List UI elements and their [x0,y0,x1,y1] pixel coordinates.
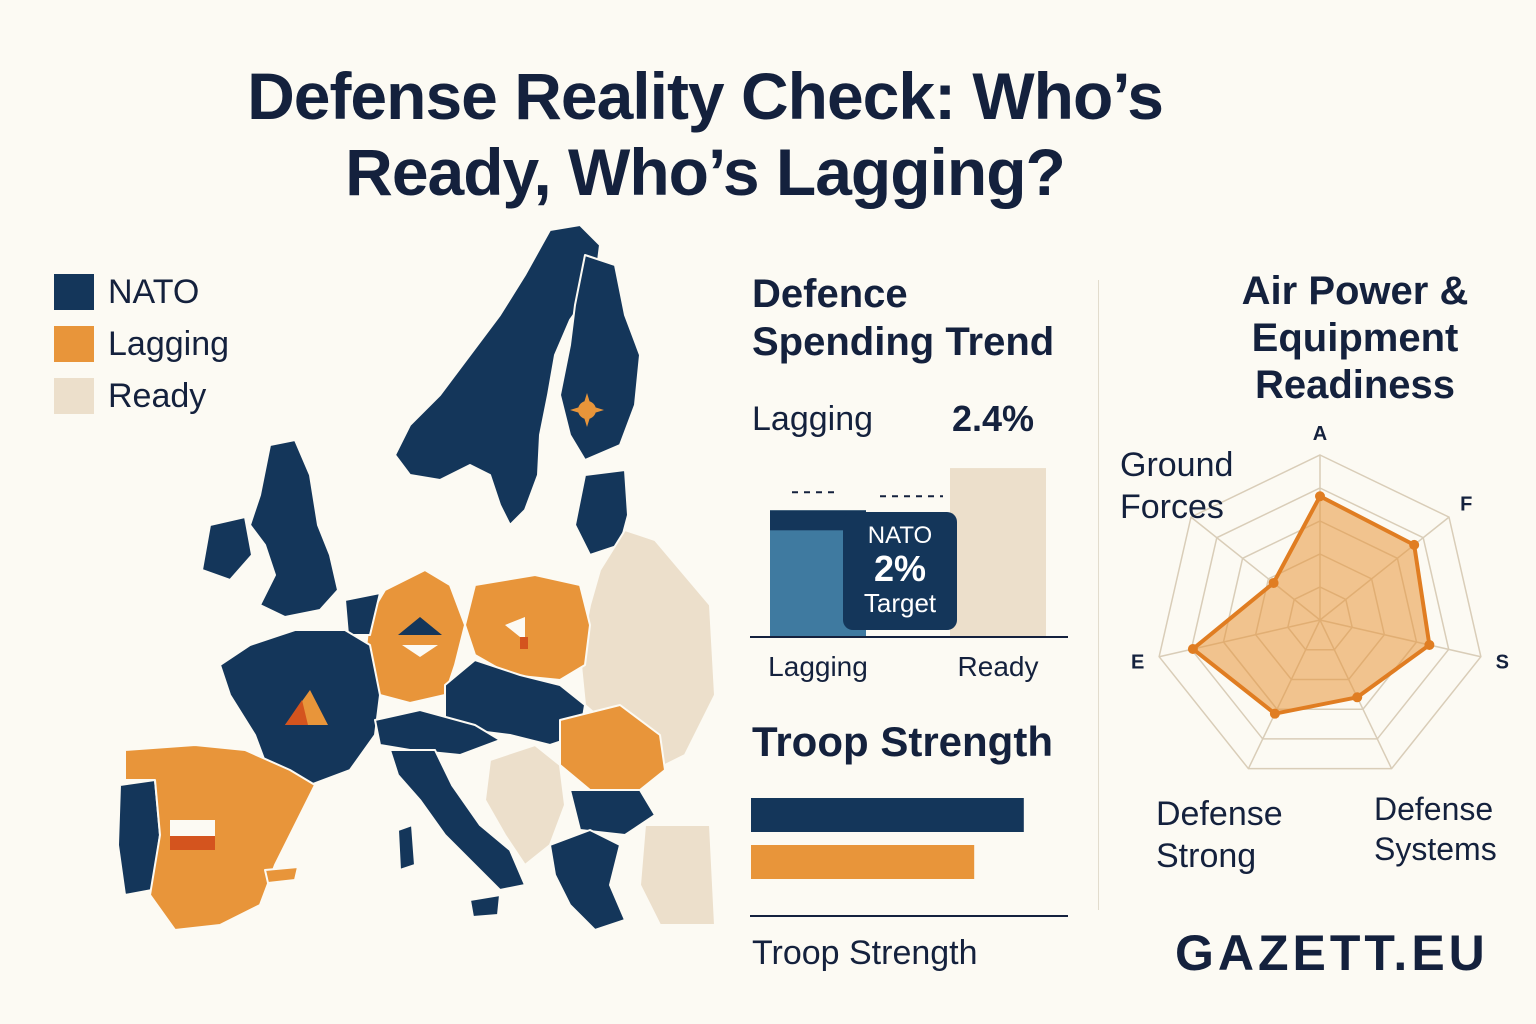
legend-swatch-ready [54,378,94,414]
radar-label-defense-systems-2: Systems [1374,831,1497,867]
badge-line-3: Target [863,588,937,618]
radar-label-defense-systems: Defense Systems [1374,789,1497,869]
map-region-poland [464,574,591,681]
spending-title-line-1: Defence [752,272,908,316]
radar-label-ground-2: Forces [1120,488,1224,526]
map-region-benelux [344,592,381,636]
page-title: Defense Reality Check: Who’s Ready, Who’… [0,58,1410,210]
map-region-uk [249,439,339,618]
radar-grid-ring [1158,454,1482,770]
emblem-spain-bottom-icon [170,836,215,850]
radar-label-defense-strong: Defense Strong [1156,793,1283,877]
troop-axis-label: Troop Strength [752,934,978,972]
map-region-ireland [201,516,253,581]
radar-point [1187,644,1198,655]
troop-bar-nato [751,798,1024,832]
map-region-sicily [469,894,501,918]
emblem-poland-mark-icon [520,637,528,649]
map-region-romania [559,704,666,791]
emblem-spain-top-icon [170,820,215,836]
radar-axis-label: S [1496,652,1509,674]
nato-target-badge: NATO 2% Target [843,512,957,630]
legend-label-nato: NATO [108,272,200,311]
legend-swatch-nato [54,274,94,310]
emblem-germany-icon [398,617,442,635]
radar-grid-ring [1190,487,1450,740]
radar-label-ground-1: Ground [1120,446,1234,484]
radar-axis-label: E [1131,652,1144,674]
radar-point [1409,539,1420,550]
air-title: Air Power & Equipment Readiness [1205,268,1505,409]
map-region-greece [549,829,626,931]
map-region-balearic [264,866,299,884]
radar-label-defense-strong-1: Defense [1156,795,1283,833]
radar-point [1268,577,1279,588]
legend-item-ready: Ready [54,370,229,422]
europe-map [117,225,716,931]
map-emblems [170,393,604,850]
radar-point [1352,692,1363,703]
map-region-sardinia [397,824,416,871]
page-title-line-1: Defense Reality Check: Who’s [247,59,1164,133]
map-region-italy [389,749,526,891]
radar-point [1269,708,1280,719]
spending-chart: Lagging Ready [750,468,1068,682]
map-legend: NATO Lagging Ready [54,266,229,422]
troop-chart [750,798,1068,917]
air-title-line-1: Air Power & [1241,269,1469,313]
air-title-line-2: Equipment [1251,316,1459,360]
emblem-poland-icon [505,617,525,645]
spending-title-line-2: Spending Trend [752,320,1055,364]
legend-label-lagging: Lagging [108,324,230,363]
radar-point [1424,639,1435,650]
map-region-turkey [639,824,716,926]
troop-bar-lagging [751,845,975,879]
emblem-germany-bottom-icon [402,645,438,657]
page-title-line-2: Ready, Who’s Lagging? [345,135,1066,209]
spend-category-label: Ready [958,651,1039,682]
badge-line-1: NATO [867,522,933,549]
map-region-alps [374,709,501,756]
radar-chart: A F S E [1131,423,1509,770]
air-title-line-3: Readiness [1254,363,1456,407]
badge-line-2: 2% [873,548,927,589]
spend-category-label: Lagging [768,651,868,682]
radar-axis-label: A [1313,423,1327,445]
legend-item-nato: NATO [54,266,229,318]
radar-label-defense-strong-2: Strong [1156,837,1257,875]
radar-label-defense-systems-1: Defense [1374,791,1494,827]
radar-axis-label: F [1460,493,1472,515]
spend-bar-cap [770,510,866,531]
legend-swatch-lagging [54,326,94,362]
radar-label-ground: Ground Forces [1120,444,1233,528]
spending-top-left-label: Lagging [752,400,874,438]
brand-logo: GAZETT.EU [1175,925,1489,981]
section-divider [1098,280,1099,910]
spend-bar-ready [950,468,1046,637]
radar-point [1315,491,1325,502]
legend-label-ready: Ready [108,376,207,415]
radar-series-area [1189,493,1432,716]
map-region-bulgaria [569,789,656,836]
troop-title: Troop Strength [752,718,1053,765]
spending-top-right-value: 2.4% [952,398,1035,439]
emblem-france-shadow-icon [285,700,308,725]
spending-title: Defence Spending Trend [752,270,1054,366]
emblem-finland-star-icon [570,393,604,427]
legend-item-lagging: Lagging [54,318,229,370]
